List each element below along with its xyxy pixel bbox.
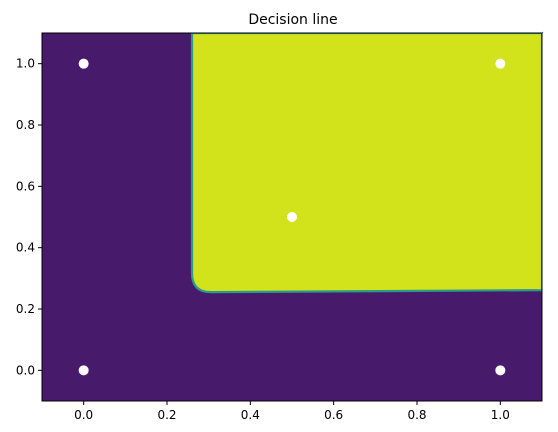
data-point [495,58,506,69]
y-tick-label: 0.0 [16,363,35,377]
x-tick-label: 0.4 [241,408,260,422]
plot-frame [41,32,543,402]
decision-region [190,31,544,294]
y-tick-label: 1.0 [16,57,35,71]
x-tick-label: 1.0 [491,408,510,422]
y-axis-ticks: 0.0 0.2 0.4 0.6 0.8 1.0 [16,57,42,377]
data-point [495,365,506,376]
axes [41,32,543,402]
x-axis-ticks: 0.0 0.2 0.4 0.6 0.8 1.0 [74,401,510,422]
region-right-mask [542,33,546,401]
data-points [78,58,506,376]
region-top-mask [42,30,542,33]
x-tick-label: 0.0 [74,408,93,422]
y-tick-label: 0.6 [16,179,35,193]
y-tick-label: 0.8 [16,118,35,132]
x-tick-label: 0.2 [157,408,176,422]
y-tick-label: 0.2 [16,302,35,316]
data-point [78,365,89,376]
chart-title: Decision line [248,12,337,28]
plot-area [42,30,546,401]
data-point [78,58,89,69]
data-point [287,212,297,222]
x-tick-label: 0.8 [407,408,426,422]
x-tick-label: 0.6 [324,408,343,422]
y-tick-label: 0.4 [16,241,35,255]
